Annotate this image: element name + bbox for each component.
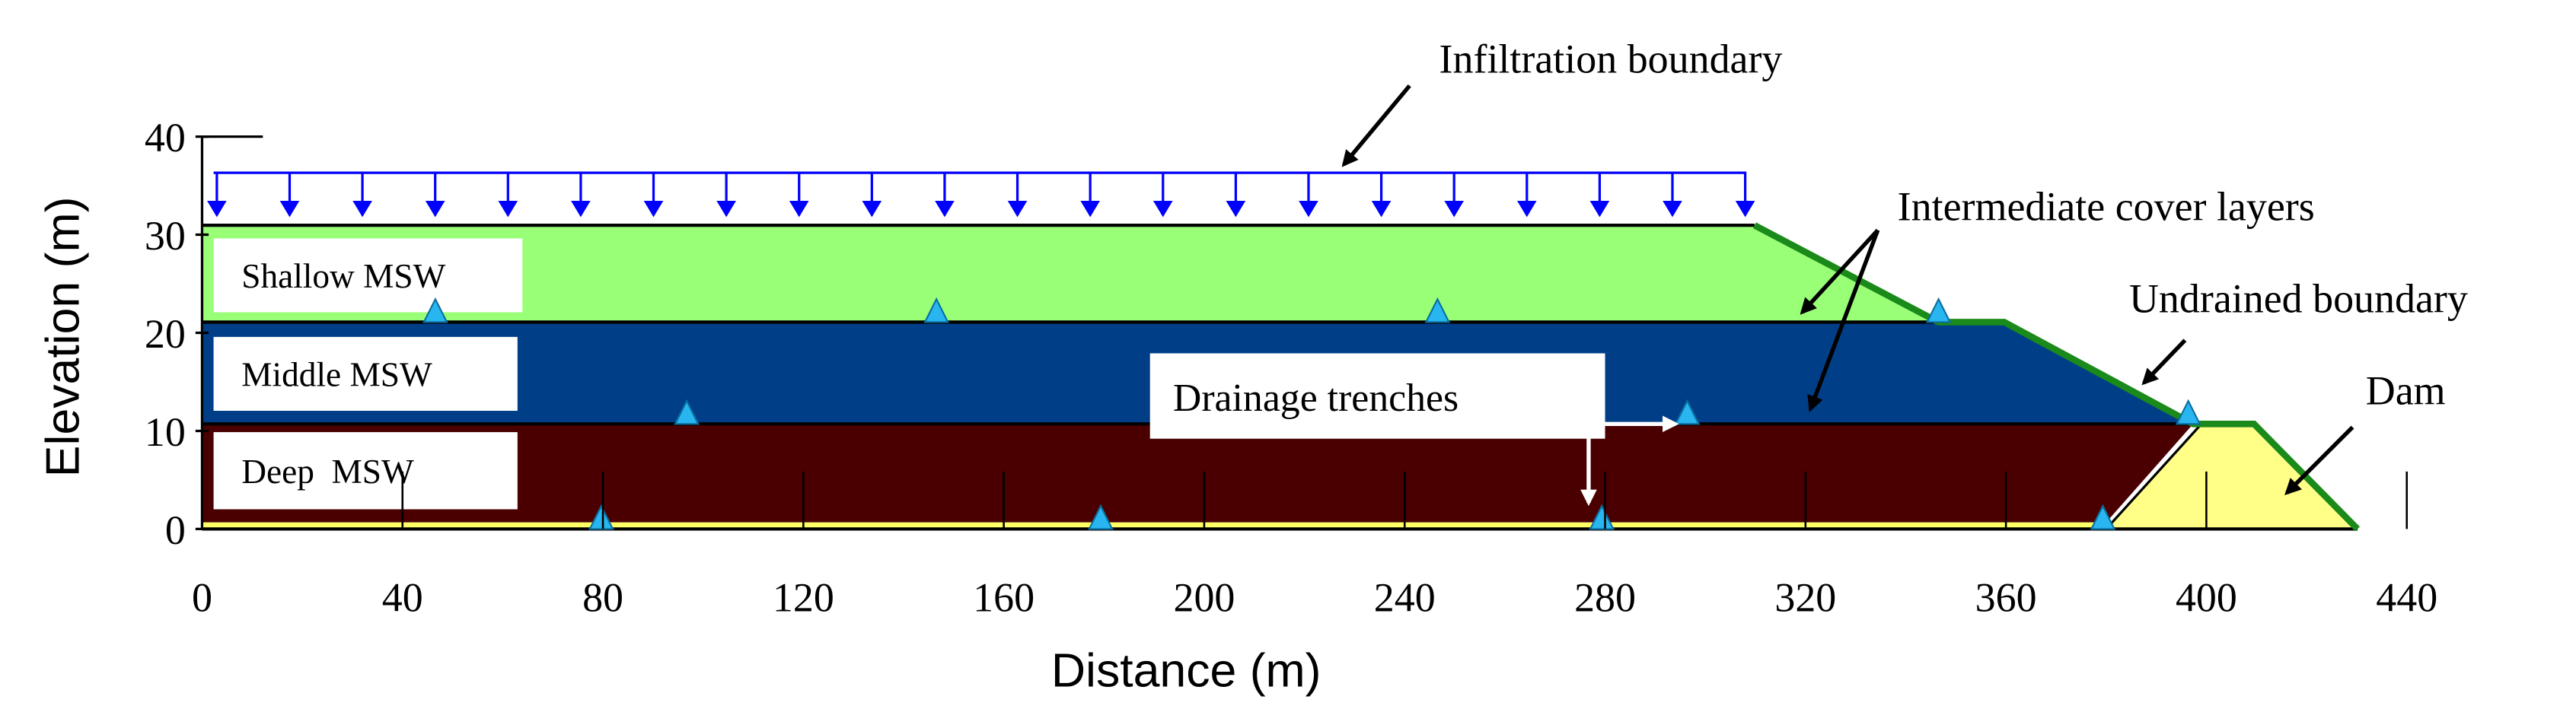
drains — [422, 297, 2201, 530]
drain — [1674, 399, 1701, 425]
label-box — [213, 238, 523, 313]
label-box — [213, 336, 518, 412]
dam — [2106, 424, 2358, 529]
y-tick-label: 10 — [145, 409, 186, 455]
y-tick-label: 30 — [145, 213, 186, 259]
x-tick-label: 80 — [582, 574, 623, 620]
arrow — [2284, 425, 2354, 495]
annotation: Drainage trenches — [1173, 377, 1459, 420]
drain — [2090, 504, 2116, 530]
annotation: Infiltration boundary — [1439, 36, 1783, 81]
drain — [1088, 504, 1114, 530]
y-tick-label: 40 — [145, 115, 186, 161]
annotation: Dam — [2366, 367, 2446, 413]
y-axis-label: Elevation (m) — [37, 197, 90, 478]
label-box — [213, 432, 518, 510]
x-tick-label: 0 — [192, 574, 212, 620]
arrow — [2141, 339, 2187, 386]
x-tick-label: 160 — [973, 574, 1035, 620]
x-tick-label: 440 — [2376, 574, 2437, 620]
drain — [422, 297, 448, 323]
drain — [588, 504, 614, 530]
annotation: Undrained boundary — [2129, 276, 2468, 322]
x-tick-label: 280 — [1574, 574, 1636, 620]
shallow-layer — [202, 225, 1939, 323]
layer-label: Deep MSW — [241, 453, 414, 491]
drain — [674, 399, 700, 425]
x-tick-label: 360 — [1975, 574, 2037, 620]
ticks: 0 40 80 120 160 200 240 280 320 360 400 440 0 10 20 30 4… — [145, 115, 2437, 620]
outer-slope — [1752, 222, 2361, 532]
x-tick-label: 240 — [1374, 574, 1436, 620]
drain — [2175, 399, 2201, 425]
deep-layer — [202, 424, 2194, 523]
x-tick-label: 120 — [773, 574, 834, 620]
layer-label: Middle MSW — [241, 356, 432, 394]
x-tick-label: 400 — [2176, 574, 2237, 620]
y-tick-label: 0 — [165, 507, 186, 553]
layer-label: Shallow MSW — [241, 257, 445, 295]
drain — [1424, 297, 1451, 323]
x-tick-label: 200 — [1173, 574, 1235, 620]
x-tick-label: 320 — [1774, 574, 1836, 620]
label-box — [1149, 353, 1605, 439]
y-tick-label: 20 — [145, 311, 186, 357]
infiltration-arrows — [206, 173, 1755, 218]
drain — [1925, 297, 1952, 323]
arrow — [1807, 229, 1880, 412]
annotation: Intermediate cover layers — [1898, 184, 2315, 230]
drain — [923, 297, 950, 323]
arrow — [1341, 84, 1411, 167]
x-tick-label: 40 — [382, 574, 423, 620]
arrow — [1800, 228, 1879, 315]
drain — [1589, 504, 1615, 530]
x-axis-label: Distance (m) — [1051, 644, 1321, 698]
dam-edge — [2105, 423, 2203, 530]
